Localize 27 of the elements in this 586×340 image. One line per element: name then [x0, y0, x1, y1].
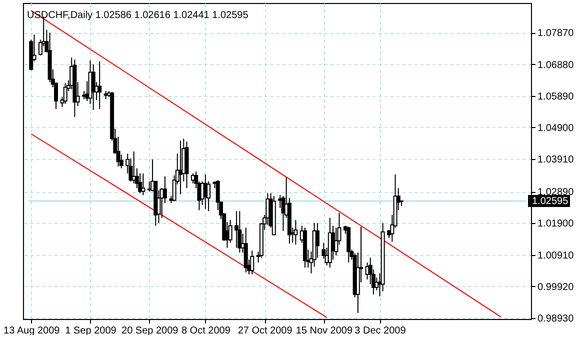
y-tick-label: 1.00910: [538, 250, 574, 262]
y-tick-label: 1.01900: [538, 218, 574, 230]
x-tick-label: 15 Nov 2009: [296, 326, 353, 336]
candlestick: [162, 176, 167, 204]
candlestick: [63, 82, 68, 104]
x-tick-label: 27 Oct 2009: [238, 326, 293, 336]
candlestick: [244, 227, 248, 273]
y-tick-label: 1.05890: [538, 91, 574, 102]
y-tick-label: 0.99920: [538, 282, 574, 293]
x-tick-label: 8 Oct 2009: [181, 326, 231, 336]
candlestick: [294, 220, 298, 246]
candlestick: [91, 64, 96, 110]
x-tick-label: 3 Dec 2009: [354, 326, 406, 336]
y-tick-label: 1.03910: [538, 154, 574, 166]
candlestick: [315, 222, 320, 258]
candlestick: [346, 226, 351, 264]
ref-line-label: 1.02595: [532, 196, 569, 208]
candlestick: [250, 250, 254, 275]
candlestick: [98, 60, 102, 110]
y-tick-label: 1.07870: [538, 28, 574, 40]
y-tick-label: 1.06880: [538, 60, 574, 71]
candlestick: [234, 210, 239, 248]
candlestick: [138, 172, 142, 194]
candlestick: [141, 172, 146, 196]
y-tick-label: 0.98930: [538, 314, 574, 325]
y-tick-label: 1.04900: [538, 122, 574, 134]
candlestick: [238, 210, 242, 254]
